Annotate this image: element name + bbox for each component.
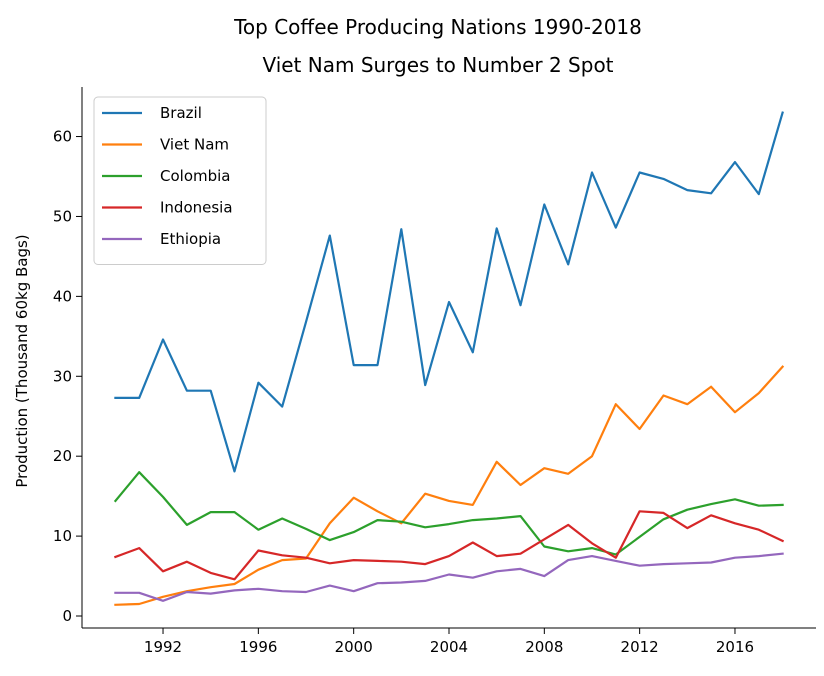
chart-subtitle: Viet Nam Surges to Number 2 Spot <box>262 53 613 77</box>
legend-label-colombia: Colombia <box>160 167 231 185</box>
legend-label-ethiopia: Ethiopia <box>160 230 221 248</box>
x-tick-label: 1996 <box>239 638 277 656</box>
series-line-indonesia <box>113 510 785 581</box>
y-tick-label: 0 <box>62 607 72 625</box>
legend-label-indonesia: Indonesia <box>160 199 233 217</box>
series-line-brazil <box>114 111 784 473</box>
y-tick-label: 10 <box>53 527 72 545</box>
y-axis-label: Production (Thousand 60kg Bags) <box>13 234 31 487</box>
x-tick-label: 2016 <box>716 638 754 656</box>
x-tick-label: 2012 <box>621 638 659 656</box>
y-tick-label: 40 <box>53 287 72 305</box>
x-tick-label: 2000 <box>335 638 373 656</box>
legend-label-brazil: Brazil <box>160 104 202 122</box>
legend-box <box>93 96 267 265</box>
y-tick-label: 60 <box>53 128 72 146</box>
y-tick-label: 50 <box>53 207 72 225</box>
chart-title: Top Coffee Producing Nations 1990-2018 <box>233 15 642 39</box>
x-tick-label: 1992 <box>144 638 182 656</box>
legend-label-viet-nam: Viet Nam <box>160 136 229 154</box>
plot-area: 0 10 20 30 40 50 60 1992 1996 2000 2004 2008 2012 201… <box>53 87 816 656</box>
legend: Brazil Viet Nam Colombia Indonesia Ethiopia <box>93 96 267 265</box>
x-tick-label: 2004 <box>430 638 468 656</box>
series-line-ethiopia <box>114 552 784 602</box>
series-line-viet-nam <box>114 365 785 606</box>
x-tick-label: 2008 <box>525 638 563 656</box>
series-line-colombia <box>113 471 784 556</box>
y-tick-label: 20 <box>53 447 72 465</box>
y-tick-label: 30 <box>53 367 72 385</box>
